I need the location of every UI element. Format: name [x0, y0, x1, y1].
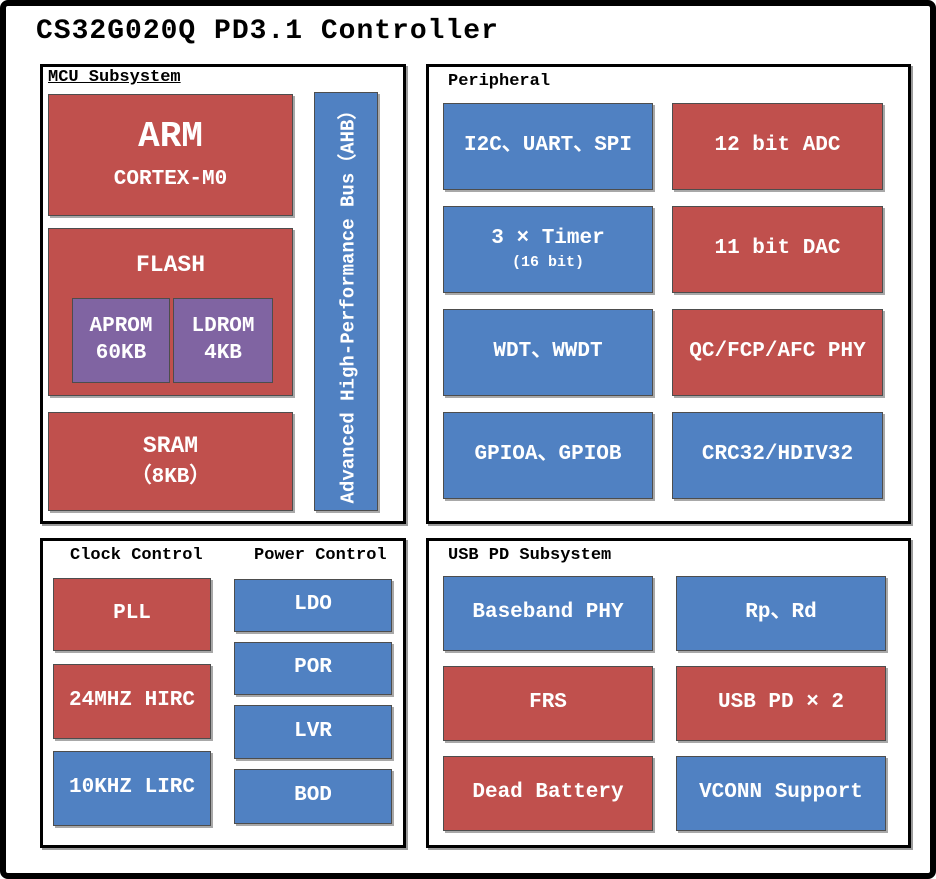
clock-control-label: Clock Control — [70, 546, 203, 565]
block-wdt-wwdt: WDT、WWDT — [443, 309, 653, 396]
block-label: 11 bit DAC — [714, 237, 841, 261]
block-ahb-bus — [314, 92, 378, 511]
block-label: LDO — [294, 593, 332, 617]
block-label: PLL — [113, 602, 151, 626]
mcu-subsystem-label: MCU Subsystem — [48, 68, 181, 87]
block-label: 24MHZ HIRC — [68, 689, 196, 713]
block-por: POR — [234, 642, 392, 695]
aprom-name: APROM — [89, 315, 153, 339]
block-ldrom: LDROM 4KB — [173, 298, 273, 383]
block-label: 12 bit ADC — [714, 134, 841, 158]
block-label: USB PD × 2 — [717, 691, 845, 715]
block-i2c-uart-spi: I2C、UART、SPI — [443, 103, 653, 190]
sram-size: （8KB） — [130, 465, 211, 489]
block-24mhz-hirc: 24MHZ HIRC — [53, 664, 211, 739]
block-label: 3 × Timer — [491, 227, 605, 250]
block-12bit-adc: 12 bit ADC — [672, 103, 883, 190]
block-ldo: LDO — [234, 579, 392, 632]
aprom-size: 60KB — [95, 341, 147, 365]
block-label: Baseband PHY — [472, 601, 624, 625]
block-label: FRS — [529, 691, 567, 715]
block-label: BOD — [294, 784, 332, 808]
block-10khz-lirc: 10KHZ LIRC — [53, 751, 211, 826]
block-pll: PLL — [53, 578, 211, 651]
block-label: LVR — [294, 719, 332, 743]
block-aprom: APROM 60KB — [72, 298, 170, 383]
page-title: CS32G020Q PD3.1 Controller — [36, 16, 499, 47]
block-label: I2C、UART、SPI — [463, 134, 633, 158]
block-dead-battery: Dead Battery — [443, 756, 653, 831]
block-bod: BOD — [234, 769, 392, 824]
block-lvr: LVR — [234, 705, 392, 759]
block-crc32-hdiv32: CRC32/HDIV32 — [672, 412, 883, 499]
block-timer: 3 × Timer (16 bit) — [443, 206, 653, 293]
block-label: WDT、WWDT — [493, 340, 603, 364]
block-11bit-dac: 11 bit DAC — [672, 206, 883, 293]
sram-name: SRAM — [142, 433, 199, 459]
block-gpioa-gpiob: GPIOA、GPIOB — [443, 412, 653, 499]
power-control-label: Power Control — [254, 546, 387, 565]
ldrom-size: 4KB — [204, 341, 242, 365]
peripheral-label: Peripheral — [448, 72, 551, 91]
block-label: POR — [294, 656, 332, 680]
block-baseband-phy: Baseband PHY — [443, 576, 653, 651]
flash-label: FLASH — [135, 252, 205, 278]
timer-width-sub-label: (16 bit) — [511, 254, 584, 272]
ahb-bus-label: Advanced High-Performance Bus（AHB） — [337, 100, 360, 504]
block-qc-fcp-afc-phy: QC/FCP/AFC PHY — [672, 309, 883, 396]
block-label: QC/FCP/AFC PHY — [689, 340, 866, 364]
block-usb-pd-x2: USB PD × 2 — [676, 666, 886, 741]
usb-pd-subsystem-label: USB PD Subsystem — [448, 546, 612, 565]
block-sram: SRAM （8KB） — [48, 412, 293, 511]
block-label: CRC32/HDIV32 — [701, 443, 854, 467]
arm-title: ARM — [138, 116, 203, 158]
block-label: Dead Battery — [472, 781, 624, 805]
ldrom-name: LDROM — [191, 315, 255, 339]
arm-core-name: CORTEX-M0 — [113, 167, 228, 191]
block-label: Rp、Rd — [745, 601, 817, 625]
block-arm-cortex-m0: ARM CORTEX-M0 — [48, 94, 293, 216]
block-label: VCONN Support — [699, 781, 863, 805]
block-label: GPIOA、GPIOB — [474, 443, 622, 467]
block-frs: FRS — [443, 666, 653, 741]
block-label: 10KHZ LIRC — [68, 776, 196, 800]
block-vconn-support: VCONN Support — [676, 756, 886, 831]
block-rp-rd: Rp、Rd — [676, 576, 886, 651]
